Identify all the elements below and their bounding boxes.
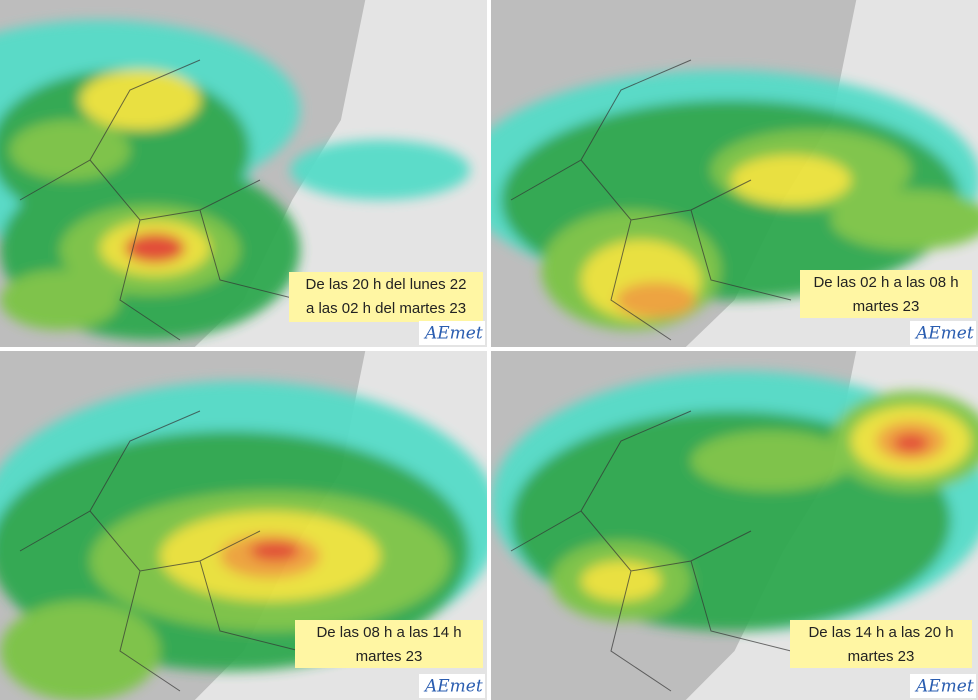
caption-box xyxy=(800,270,972,318)
caption-box xyxy=(295,620,483,668)
caption-line: De las 14 h a las 20 h xyxy=(808,624,953,641)
logo: AEmet xyxy=(914,677,974,697)
rain-area xyxy=(691,431,851,491)
borders xyxy=(19,59,301,341)
caption-line: martes 23 xyxy=(848,648,915,665)
borders xyxy=(510,59,792,341)
rain-area xyxy=(616,282,696,318)
caption-line: De las 02 h a las 08 h xyxy=(813,274,958,291)
rain-area xyxy=(125,233,185,263)
borders xyxy=(19,410,301,692)
logo-box xyxy=(419,321,485,345)
logo: AEmet xyxy=(423,677,483,697)
logo-box xyxy=(910,321,976,345)
caption-box xyxy=(790,620,972,668)
caption-line: De las 20 h del lunes 22 xyxy=(306,276,467,293)
panel-content xyxy=(491,0,978,347)
rain-area xyxy=(731,155,851,205)
panel-content xyxy=(0,351,487,700)
panel-content xyxy=(491,351,978,700)
rain-area xyxy=(10,120,130,180)
rain-area xyxy=(80,70,200,130)
rain-area xyxy=(893,433,929,453)
logo: AEmet xyxy=(914,324,974,344)
precipitation xyxy=(491,70,978,330)
map-panel: De las 20 h del lunes 22 a las 02 h del m… xyxy=(0,0,487,347)
borders xyxy=(510,410,792,692)
rain-area xyxy=(250,541,300,561)
precipitation xyxy=(491,371,978,631)
caption-line: De las 08 h a las 14 h xyxy=(316,624,461,641)
panel-content xyxy=(0,0,487,347)
precipitation xyxy=(0,381,487,700)
rain-area xyxy=(831,190,978,250)
logo-box xyxy=(910,674,976,698)
logo: AEmet xyxy=(423,324,483,344)
logo-box xyxy=(419,674,485,698)
precipitation xyxy=(0,20,470,340)
rain-area xyxy=(0,601,160,700)
caption-box xyxy=(289,272,483,322)
map-panel: De las 02 h a las 08 h martes 23 AEmet xyxy=(491,0,978,347)
caption-line: martes 23 xyxy=(356,648,423,665)
rain-area xyxy=(0,270,120,330)
rain-area xyxy=(290,140,470,200)
caption-line: martes 23 xyxy=(853,298,920,315)
rain-area xyxy=(581,561,661,601)
map-panel: De las 14 h a las 20 h martes 23 AEmet xyxy=(491,351,978,700)
caption-line: a las 02 h del martes 23 xyxy=(306,300,466,317)
